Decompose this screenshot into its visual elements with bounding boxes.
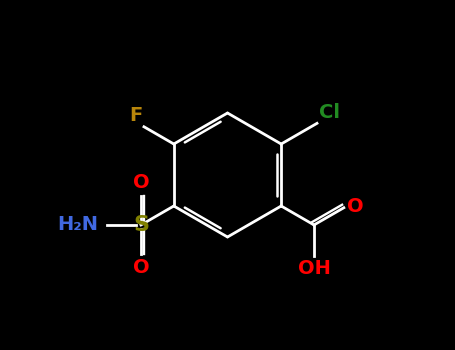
Text: F: F [129, 106, 142, 125]
Text: O: O [347, 196, 364, 216]
Text: O: O [133, 258, 149, 277]
Text: O: O [133, 173, 149, 192]
Text: S: S [133, 215, 149, 235]
Text: OH: OH [298, 259, 330, 278]
Text: Cl: Cl [318, 103, 340, 121]
Text: H₂N: H₂N [57, 216, 98, 234]
